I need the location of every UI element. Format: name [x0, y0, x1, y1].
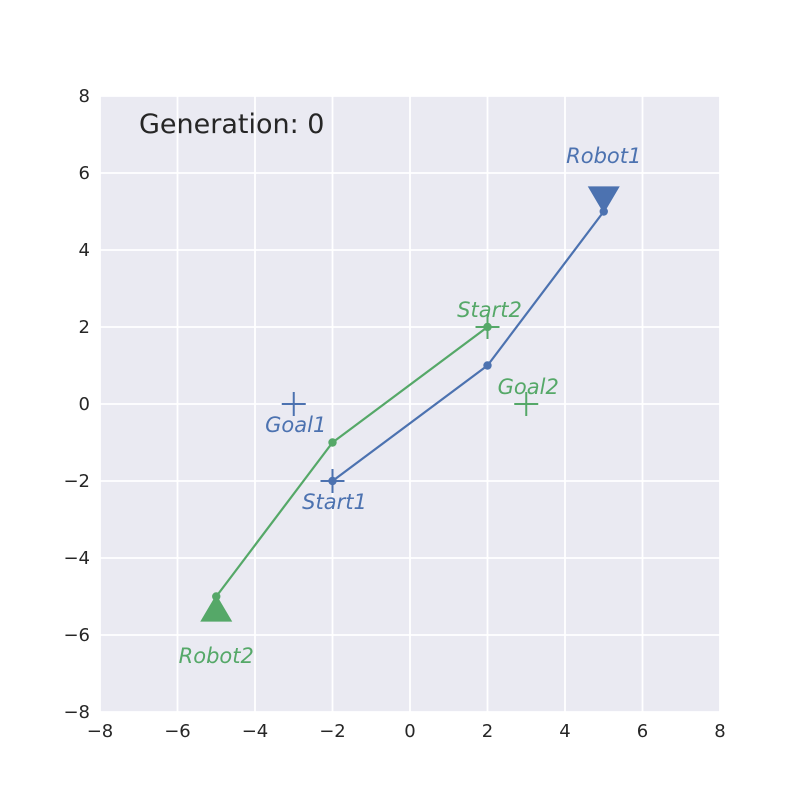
robot2-path-point — [328, 438, 337, 447]
y-tick-label: −8 — [63, 702, 90, 723]
x-tick-label: 2 — [482, 721, 493, 742]
x-tick-label: 8 — [714, 721, 725, 742]
x-tick-label: −2 — [319, 721, 346, 742]
y-tick-label: 6 — [79, 163, 90, 184]
robot2-series — [200, 315, 539, 622]
x-tick-label: −4 — [242, 721, 269, 742]
robot2-goal-marker — [514, 392, 539, 416]
y-tick-label: 0 — [79, 394, 90, 415]
robot2-start-marker — [475, 315, 500, 339]
y-tick-labels: −8 −6 −4 −2 0 2 4 6 8 — [63, 86, 90, 723]
x-tick-label: −8 — [87, 721, 114, 742]
x-tick-label: 6 — [637, 721, 648, 742]
robot1-start-marker — [320, 469, 345, 493]
robot1-path-point — [483, 361, 492, 370]
y-tick-label: −4 — [63, 548, 90, 569]
series: Robot1 Robot2 Start1 Goal1 Start2 Goal2 — [179, 144, 642, 668]
y-tick-label: 2 — [79, 317, 90, 338]
goal2-label: Goal2 — [498, 375, 559, 399]
robot1-label: Robot1 — [566, 144, 641, 168]
robot1-goal-marker — [281, 392, 306, 416]
robot2-marker — [200, 594, 233, 622]
x-tick-label: −6 — [164, 721, 191, 742]
robot1-series — [281, 186, 620, 493]
x-tick-labels: −8 −6 −4 −2 0 2 4 6 8 — [87, 721, 726, 742]
x-tick-label: 0 — [404, 721, 415, 742]
y-tick-label: 8 — [79, 86, 90, 107]
grid — [99, 95, 721, 713]
start1-label: Start1 — [302, 490, 367, 514]
robot2-label: Robot2 — [179, 644, 254, 668]
y-tick-label: −2 — [63, 471, 90, 492]
goal1-label: Goal1 — [265, 413, 326, 437]
x-tick-label: 4 — [559, 721, 570, 742]
generation-label: Generation: 0 — [139, 109, 324, 140]
y-tick-label: 4 — [79, 240, 90, 261]
start2-label: Start2 — [457, 298, 522, 322]
robot1-marker — [587, 186, 620, 214]
y-tick-label: −6 — [63, 625, 90, 646]
